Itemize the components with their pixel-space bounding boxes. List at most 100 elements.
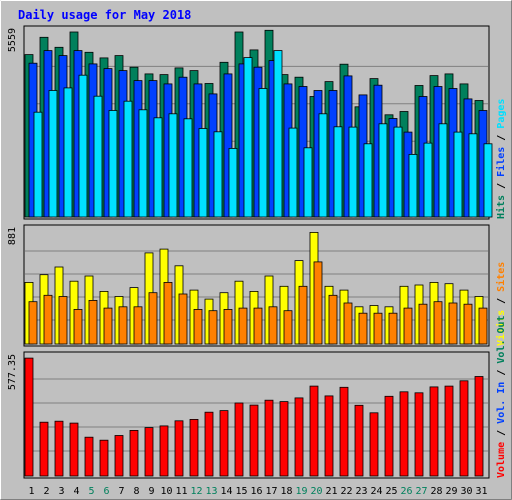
bar-sites [358, 312, 368, 345]
bar-volume [279, 401, 289, 477]
legend-separator: / [496, 364, 507, 382]
legend-item-files: Files [495, 147, 507, 177]
panel-legend: Volume / Vol. In / Vol. Out [496, 315, 507, 478]
bar-pages [78, 74, 88, 218]
legend-item-vol-in: Vol. In [496, 382, 507, 424]
x-tick-label: 20 [310, 486, 322, 497]
bar-pages [63, 87, 73, 218]
bar-pages [228, 147, 238, 218]
x-tick-label: 11 [175, 486, 187, 497]
bar-pages [468, 133, 478, 218]
series-pages [33, 50, 493, 218]
bar-volume [384, 395, 394, 477]
bar-volume [249, 404, 259, 477]
x-tick-label: 12 [190, 486, 202, 497]
chart-title: Daily usage for May 2018 [18, 8, 191, 22]
legend-separator: / [496, 424, 507, 442]
bar-pages [93, 95, 103, 218]
panel-legend: Hits / Files / Pages [495, 99, 507, 219]
x-tick-label: 9 [148, 486, 154, 497]
x-tick-label: 6 [103, 486, 109, 497]
x-tick-label: 23 [355, 486, 367, 497]
bar-sites [133, 306, 143, 345]
bar-pages [288, 127, 298, 218]
bar-sites [28, 301, 38, 345]
bar-sites [373, 312, 383, 345]
bar-sites [148, 292, 158, 345]
x-tick-label: 17 [265, 486, 277, 497]
bar-volume [39, 421, 49, 477]
bar-pages [168, 113, 178, 218]
x-tick-label: 27 [415, 486, 427, 497]
panel-1: 5559 Hits / Files / Pages [7, 25, 507, 220]
bar-sites [178, 293, 188, 345]
bar-pages [438, 123, 448, 218]
x-tick-label: 28 [430, 486, 442, 497]
bar-volume [459, 380, 469, 477]
x-tick-label: 8 [133, 486, 139, 497]
legend-separator: / [496, 292, 507, 310]
bar-volume [444, 385, 454, 477]
bar-volume [144, 427, 154, 477]
bar-pages [303, 147, 313, 218]
x-tick-label: 25 [385, 486, 397, 497]
x-tick-label: 3 [58, 486, 64, 497]
legend-item-pages: Pages [496, 99, 507, 129]
bar-sites [388, 312, 398, 345]
bar-pages [153, 117, 163, 218]
bar-volume [99, 439, 109, 477]
bar-pages [243, 57, 253, 218]
bar-volume [114, 435, 124, 477]
bar-sites [73, 308, 83, 345]
bar-pages [138, 109, 148, 218]
x-tick-label: 31 [475, 486, 487, 497]
bar-volume [474, 376, 484, 477]
bar-volume [204, 411, 214, 477]
bar-sites [238, 307, 248, 345]
x-tick-label: 18 [280, 486, 292, 497]
x-tick-label: 26 [400, 486, 412, 497]
bar-sites [418, 303, 428, 345]
bar-pages [348, 126, 358, 218]
panel-3: 577.35 Volume / Vol. In / Vol. Out [7, 315, 507, 479]
bar-volume [294, 397, 304, 477]
bar-pages [408, 153, 418, 218]
bar-sites [343, 302, 353, 345]
legend-item-vol-out: Vol. Out [496, 315, 507, 363]
bar-sites [88, 299, 98, 345]
bar-pages [363, 143, 373, 218]
bar-sites [313, 261, 323, 345]
legend-separator: / [496, 177, 507, 195]
bar-pages [258, 88, 268, 218]
bar-sites [223, 308, 233, 345]
chart-panels: 5559 Hits / Files / Pages 881 Visits / Site… [7, 25, 507, 479]
bar-pages [423, 142, 433, 218]
y-max-label: 577.35 [7, 354, 18, 390]
bar-pages [213, 131, 223, 218]
bar-volume [24, 357, 34, 477]
bar-volume [54, 420, 64, 477]
bar-sites [43, 294, 53, 345]
x-tick-label: 7 [118, 486, 124, 497]
x-tick-label: 1 [28, 486, 34, 497]
x-tick-label: 30 [460, 486, 472, 497]
bar-pages [273, 50, 283, 218]
x-tick-label: 10 [160, 486, 172, 497]
bar-sites [163, 281, 173, 345]
bar-volume [69, 422, 79, 477]
bar-pages [108, 110, 118, 218]
bar-sites [328, 294, 338, 345]
bar-volume [309, 385, 319, 477]
bar-sites [208, 310, 218, 345]
x-tick-label: 24 [370, 486, 382, 497]
bar-pages [318, 113, 328, 218]
bar-sites [403, 307, 413, 345]
bar-volume [399, 391, 409, 477]
bar-volume [84, 436, 94, 477]
bar-pages [483, 143, 493, 218]
bar-files [223, 73, 233, 218]
bar-volume [129, 429, 139, 477]
bar-volume [369, 412, 379, 477]
bar-volume [264, 399, 274, 477]
